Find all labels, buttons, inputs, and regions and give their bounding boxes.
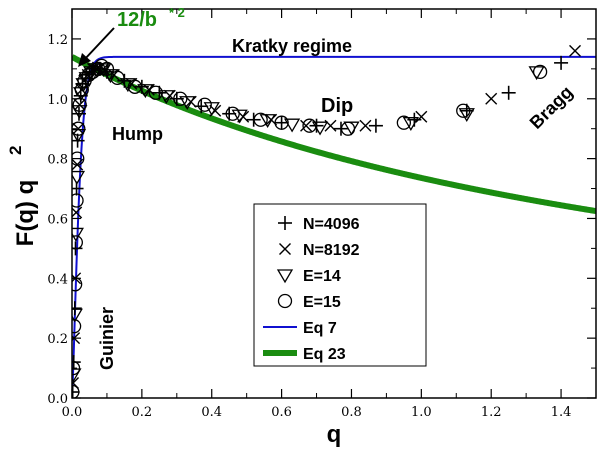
circle-marker [72,235,83,250]
legend-label: Eq 7 [303,320,337,337]
cross-marker [359,119,372,132]
y-tick-label: 1.2 [47,33,68,48]
triangle-marker [72,105,88,120]
triangle-marker [72,129,87,143]
legend: N=4096 N=8192 E=14 E=15 Eq 7 Eq 23 [253,203,427,367]
triangle-marker [137,84,154,99]
legend-circle-symbol [277,293,293,309]
y-tick-label: 0.8 [47,153,68,168]
circle-marker [302,118,317,133]
y-axis-title-group: F(q) q 2 [6,146,39,247]
x-axis-title: q [327,421,342,448]
guinier-annotation: Guinier [97,307,117,370]
y-tick-label: 1.0 [47,93,68,108]
y-tick-label: 0.2 [47,332,68,347]
x-tick-label: 1.0 [411,405,432,420]
legend-cross-symbol [279,243,291,255]
legend-label: E=14 [303,268,341,285]
intercept-arrowhead [78,53,91,67]
plus-marker [222,106,237,121]
triangle-marker [203,102,220,117]
x-tick-label: 0.8 [341,405,362,420]
hump-annotation: Hump [112,124,163,144]
plus-marker [368,118,383,133]
x-tick-label: 0.4 [201,405,222,420]
circle-marker [74,82,89,97]
triangle-marker [458,108,475,123]
cross-marker [569,44,582,57]
y-tick-label: 0.0 [47,392,68,407]
x-tick-label: 1.2 [481,405,502,420]
cross-marker [73,98,86,111]
circle-marker [456,103,471,118]
cross-marker [485,92,498,105]
eq7-curve [72,55,596,398]
circle-marker [72,151,85,166]
circle-marker [72,319,82,334]
circle-marker [148,85,163,100]
circle-marker [253,112,268,127]
circle-marker [396,115,412,130]
circle-marker [340,121,356,136]
legend-label: N=4096 [303,216,360,233]
circle-marker [225,106,240,121]
plot-frame [71,8,597,399]
y-tick-label: 0.6 [47,212,68,227]
bragg-annotation: Bragg [526,82,577,133]
legend-label: N=8192 [303,242,360,259]
triangle-marker [119,78,137,93]
y-axis-title-superscript: 2 [6,146,25,155]
triangle-marker [179,96,196,111]
circle-marker [127,79,143,94]
x-tick-label: 0.2 [132,405,153,420]
circle-marker [99,61,115,76]
cross-marker [415,110,428,123]
y-axis-title: F(q) q [12,180,39,247]
cross-marker [72,122,85,135]
triangle-marker [402,117,419,131]
plus-marker [501,85,516,100]
plus-marker [274,115,289,130]
triangle-marker [158,90,175,105]
kratky-annotation: Kratky regime [232,36,352,56]
x-tick-label: 0.0 [62,405,83,420]
circle-marker [72,193,84,208]
circle-marker [91,61,106,76]
legend-label: E=15 [303,294,341,311]
cross-marker [300,119,313,132]
triangle-marker [231,109,248,124]
circle-marker [274,115,289,130]
triangle-marker [72,368,82,383]
intercept-arrow [83,27,115,61]
circle-marker [173,91,188,106]
intercept-annotation-sup: * 2 [169,5,185,20]
intercept-annotation: 12/b [117,9,157,31]
legend-plus-symbol [278,216,292,230]
plus-marker [152,85,167,100]
dip-annotation: Dip [321,95,353,117]
triangle-marker [259,114,276,129]
legend-box [253,203,427,367]
plus-marker [459,103,474,118]
legend-triangle-symbol [276,269,294,284]
circle-marker [197,97,212,112]
triangle-marker [311,121,329,136]
triangle-marker [72,170,86,185]
circle-marker [110,70,125,85]
y-tick-label: 0.4 [47,272,68,287]
plus-marker [554,55,569,70]
legend-label: Eq 23 [303,346,346,363]
circle-marker [532,64,548,79]
circle-marker [72,360,81,376]
circle-marker [72,121,86,136]
triangle-marker [283,118,301,133]
x-tick-label: 0.6 [271,405,292,420]
x-tick-label: 1.4 [551,405,572,420]
triangle-marker [72,308,83,323]
